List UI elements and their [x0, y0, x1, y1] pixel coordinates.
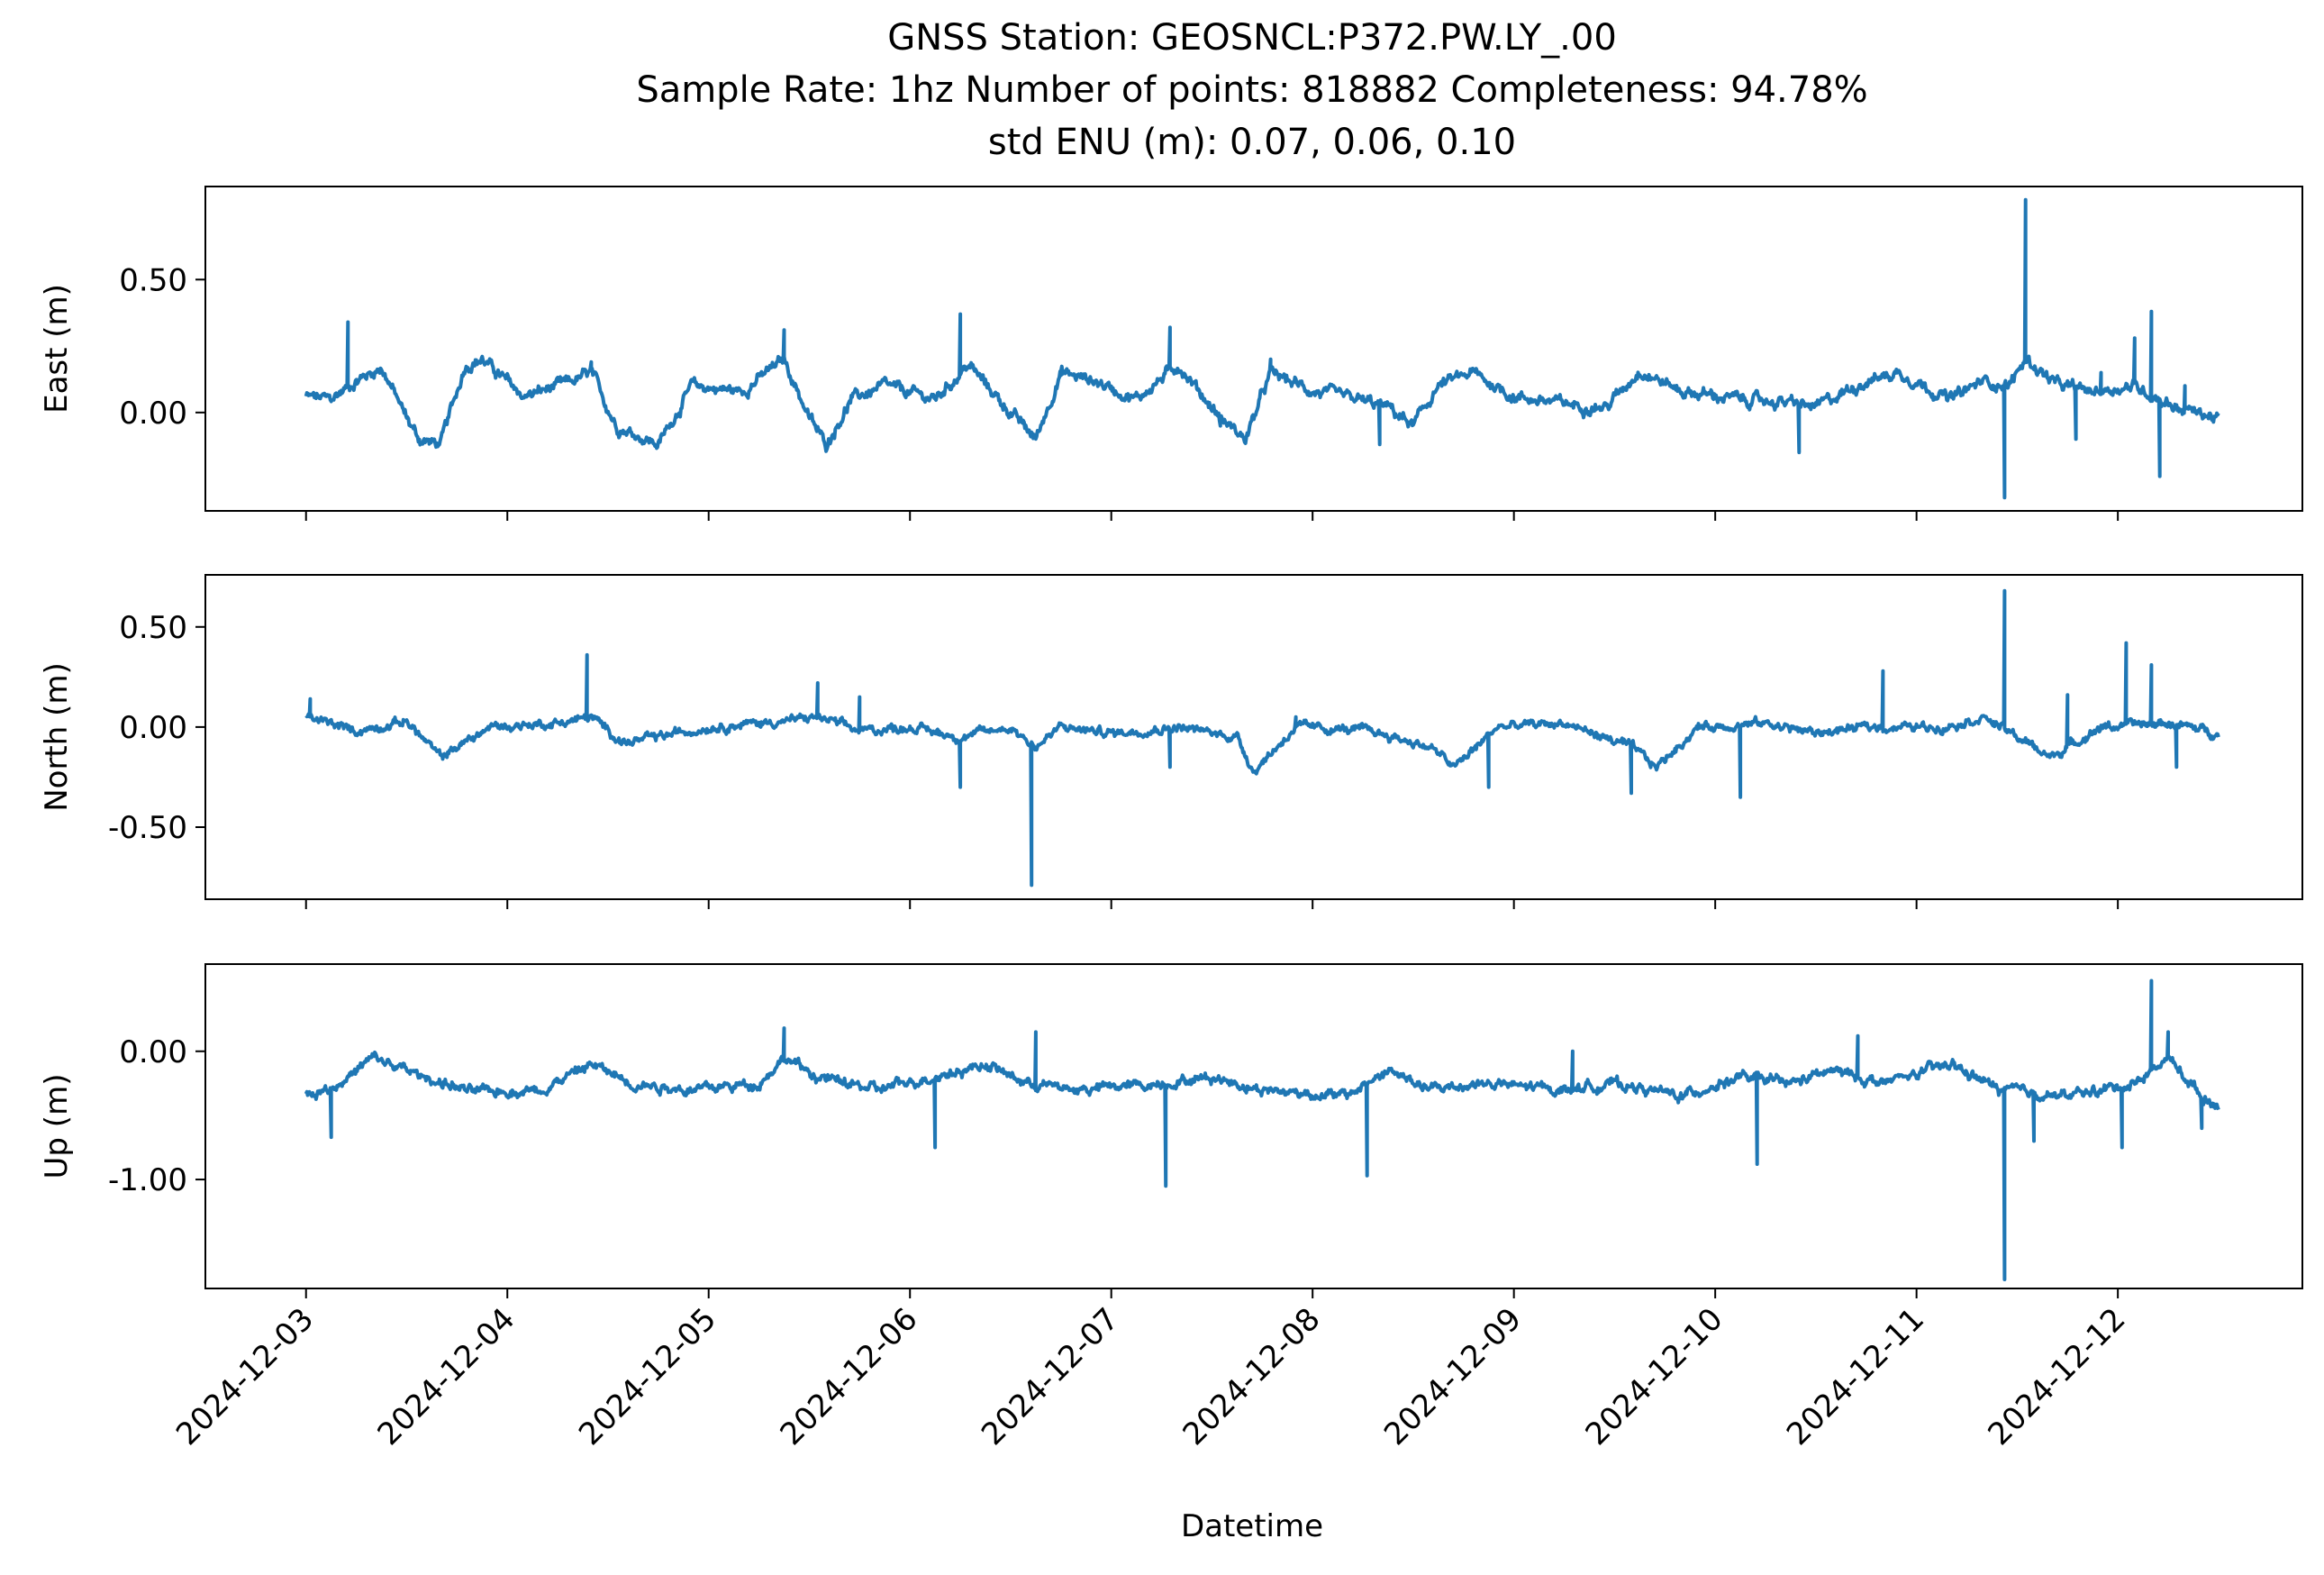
- panel-north: -0.50 0.00 0.50 North (m): [39, 574, 2303, 909]
- subplot-panels: 0.00 0.50 East (m) -0.50 0.00 0.50 North (m) -1…: [39, 186, 2303, 1298]
- x-tick-label: 2024-12-08: [1176, 1301, 1328, 1452]
- x-axis-label: Datetime: [1181, 1508, 1323, 1544]
- x-tick-label: 2024-12-06: [774, 1301, 925, 1452]
- axes-frame: [204, 186, 2303, 512]
- panel-east: 0.00 0.50 East (m): [39, 186, 2303, 521]
- y-tick-label: 0.50: [119, 262, 187, 298]
- x-tick-label: 2024-12-11: [1780, 1301, 1931, 1452]
- y-tick-label: 0.00: [119, 396, 187, 432]
- y-tick-label: -1.00: [108, 1162, 187, 1198]
- y-tick-label: -0.50: [108, 810, 187, 846]
- chart-title: GNSS Station: GEOSNCL:P372.PW.LY_.00 Sam…: [636, 17, 1867, 163]
- title-line-3: std ENU (m): 0.07, 0.06, 0.10: [988, 122, 1516, 163]
- title-line-1: GNSS Station: GEOSNCL:P372.PW.LY_.00: [887, 17, 1617, 59]
- x-tick-label: 2024-12-12: [1981, 1301, 2132, 1452]
- x-axis: 2024-12-03 2024-12-04 2024-12-05 2024-12-06…: [169, 1301, 2132, 1452]
- y-tick-label: 0.50: [119, 610, 187, 646]
- y-axis-label: East (m): [39, 284, 75, 414]
- series-line: [304, 588, 2220, 888]
- y-axis-label: Up (m): [39, 1074, 75, 1179]
- x-tick-label: 2024-12-09: [1377, 1301, 1529, 1452]
- series-line: [304, 197, 2220, 500]
- axes-frame: [204, 574, 2303, 900]
- y-axis-label: North (m): [39, 662, 75, 812]
- axes-frame: [204, 963, 2303, 1289]
- y-tick-label: 0.00: [119, 710, 187, 746]
- x-tick-label: 2024-12-04: [371, 1301, 522, 1452]
- x-tick-label: 2024-12-05: [572, 1301, 723, 1452]
- series-line: [304, 979, 2220, 1281]
- x-tick-label: 2024-12-07: [975, 1301, 1126, 1452]
- x-tick-label: 2024-12-10: [1579, 1301, 1730, 1452]
- title-line-2: Sample Rate: 1hz Number of points: 81888…: [636, 69, 1867, 111]
- panel-up: -1.00 0.00 Up (m): [39, 963, 2303, 1298]
- x-tick-label: 2024-12-03: [169, 1301, 321, 1452]
- y-tick-label: 0.00: [119, 1034, 187, 1070]
